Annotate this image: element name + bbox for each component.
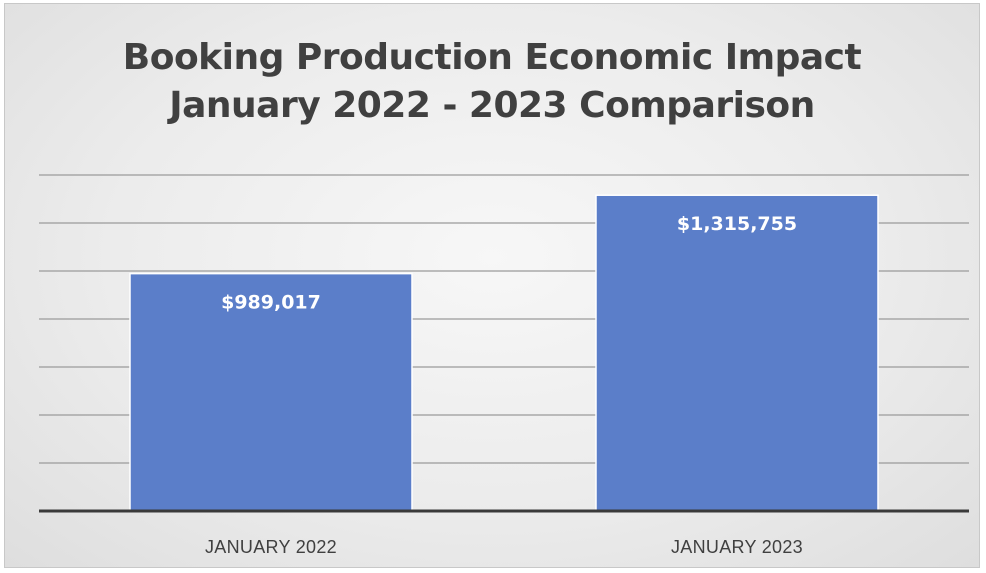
chart-area: Booking Production Economic Impact Janua… <box>4 3 980 568</box>
plot-area: $989,017 JANUARY 2022 $1,315,755 JANUARY 20… <box>39 174 969 557</box>
data-label: $1,315,755 <box>677 213 797 235</box>
category-label: JANUARY 2022 <box>205 537 337 557</box>
bar <box>595 194 879 512</box>
data-label: $989,017 <box>221 292 321 314</box>
chart-title-line-1: Booking Production Economic Impact <box>122 37 862 78</box>
category-label: JANUARY 2023 <box>671 537 803 557</box>
chart-title-line-2: January 2022 - 2023 Comparison <box>169 85 815 126</box>
bar <box>129 272 413 512</box>
chart-title: Booking Production Economic Impact Janua… <box>5 34 979 130</box>
